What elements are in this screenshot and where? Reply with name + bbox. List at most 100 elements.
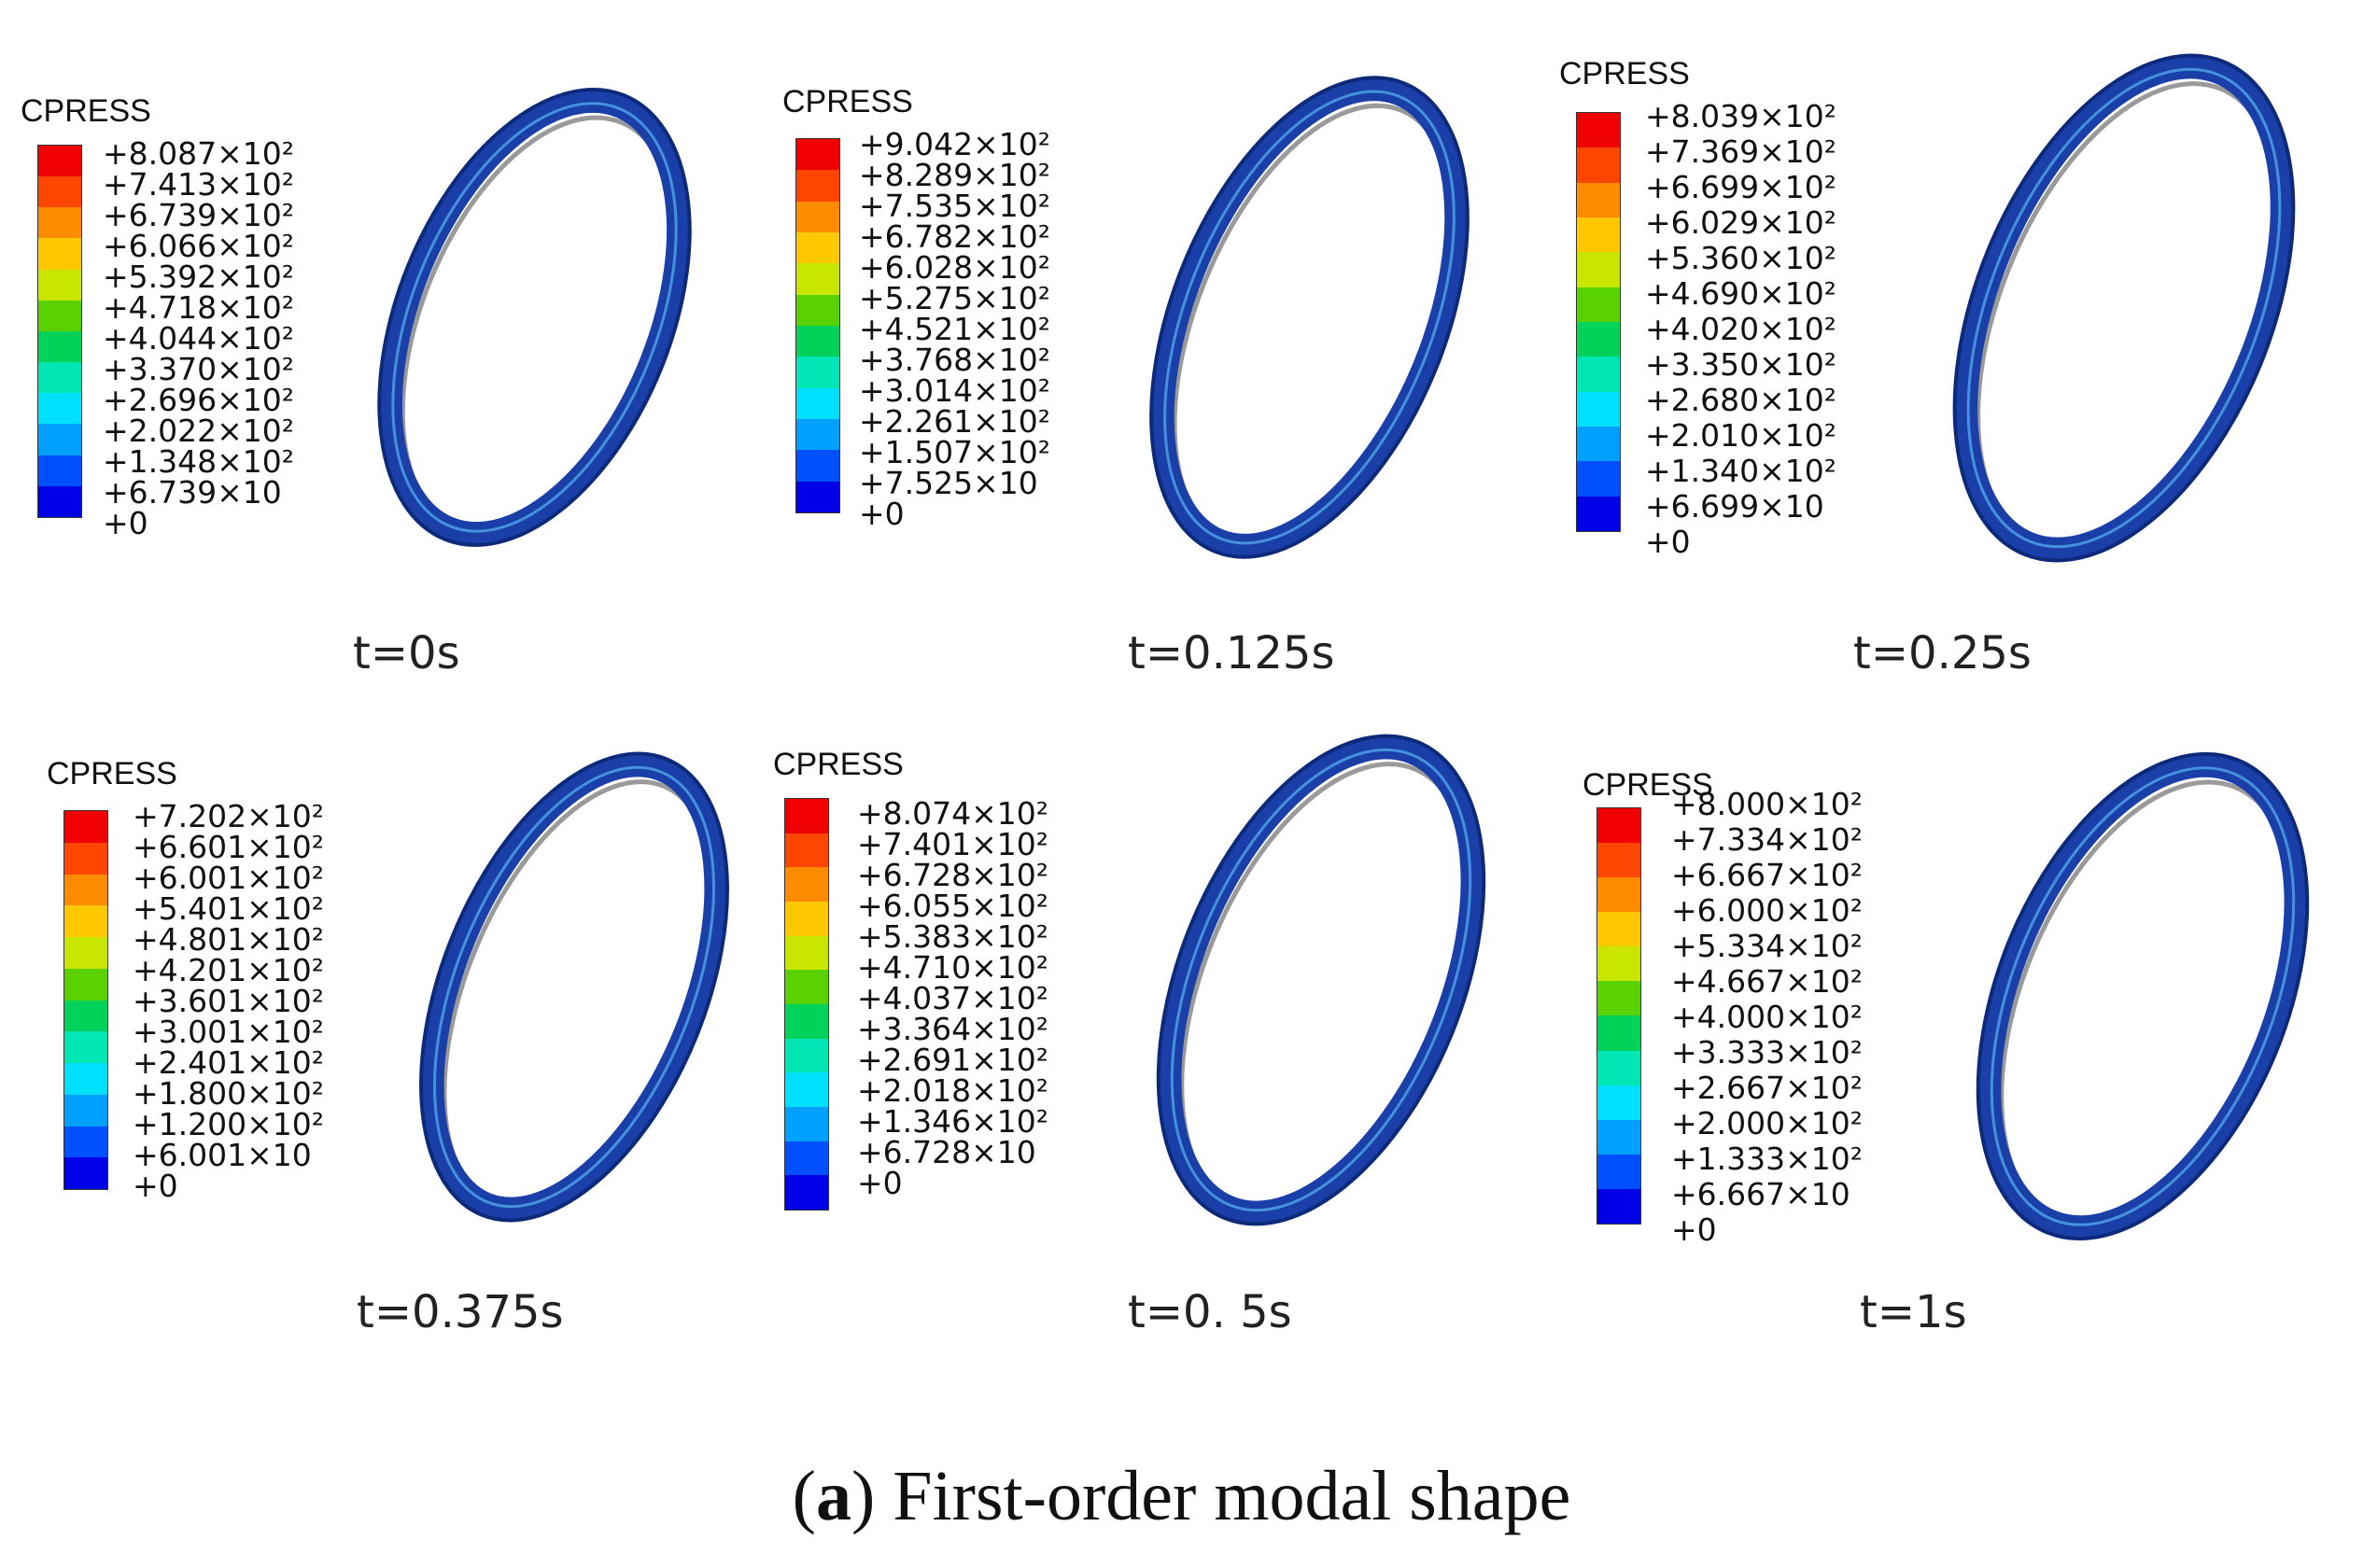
legend-value-label: +3.350×10² bbox=[1645, 346, 1836, 383]
legend-value-label: +9.042×10² bbox=[859, 126, 1050, 162]
color-scale-bar bbox=[1576, 112, 1621, 532]
color-swatch bbox=[38, 424, 81, 455]
legend-value-label: +4.718×10² bbox=[103, 289, 294, 326]
color-swatch bbox=[64, 1157, 107, 1189]
ring-outer-band bbox=[419, 752, 729, 1222]
color-swatch bbox=[785, 867, 828, 902]
legend-title: CPRESS bbox=[47, 756, 177, 791]
seal-ring-model bbox=[1952, 53, 2296, 563]
legend-value-label: +4.037×10² bbox=[857, 980, 1048, 1016]
legend-value-label: +5.360×10² bbox=[1645, 240, 1836, 276]
legend-value-label: +7.369×10² bbox=[1645, 133, 1836, 170]
legend-value-label: +6.699×10 bbox=[1645, 488, 1824, 525]
legend-value-label: +0 bbox=[1645, 524, 1691, 560]
legend-value-label: +1.507×10² bbox=[859, 434, 1050, 470]
color-swatch bbox=[38, 485, 81, 517]
legend-value-label: +7.413×10² bbox=[103, 166, 294, 203]
legend-title: CPRESS bbox=[1582, 767, 1713, 803]
legend-value-label: +0 bbox=[1671, 1211, 1717, 1248]
color-scale-bar bbox=[63, 810, 108, 1190]
legend-value-label: +7.525×10 bbox=[859, 465, 1038, 501]
ring-outer-edge bbox=[1976, 751, 2310, 1241]
color-swatch bbox=[38, 146, 81, 177]
color-swatch bbox=[1597, 877, 1640, 913]
legend-value-label: +5.275×10² bbox=[859, 280, 1050, 316]
color-swatch bbox=[796, 387, 839, 419]
color-swatch bbox=[1597, 1119, 1640, 1155]
legend-value-label: +4.201×10² bbox=[133, 952, 324, 988]
seal-ring-model bbox=[377, 88, 692, 547]
legend-value-label: +4.000×10² bbox=[1671, 999, 1863, 1035]
color-swatch bbox=[796, 418, 839, 451]
color-swatch bbox=[1597, 1085, 1640, 1120]
color-swatch bbox=[1597, 1154, 1640, 1189]
legend-value-label: +8.074×10² bbox=[857, 795, 1048, 832]
time-label: t=0.125s bbox=[1128, 627, 1335, 679]
color-swatch bbox=[38, 330, 81, 363]
color-swatch bbox=[1597, 981, 1640, 1016]
color-scale-bar bbox=[1596, 807, 1641, 1225]
legend-value-label: +7.535×10² bbox=[859, 188, 1050, 224]
legend-value-label: +0 bbox=[133, 1168, 178, 1204]
color-swatch bbox=[1597, 1050, 1640, 1085]
color-swatch bbox=[796, 481, 839, 512]
legend-value-label: +6.782×10² bbox=[859, 218, 1050, 255]
ring-outer-edge bbox=[1149, 76, 1470, 559]
legend-value-label: +2.018×10² bbox=[857, 1072, 1048, 1109]
legend-value-label: +4.710×10² bbox=[857, 949, 1048, 986]
color-swatch bbox=[1577, 321, 1620, 357]
legend-value-label: +3.364×10² bbox=[857, 1011, 1048, 1047]
ring-outer-band bbox=[377, 88, 692, 547]
legend-value-label: +6.055×10² bbox=[857, 888, 1048, 924]
color-swatch bbox=[1577, 217, 1620, 253]
time-label: t=0s bbox=[353, 627, 460, 679]
legend-value-label: +4.690×10² bbox=[1645, 275, 1836, 312]
legend-value-label: +8.039×10² bbox=[1645, 98, 1836, 134]
ring-outer-edge bbox=[377, 88, 692, 547]
color-scale-bar bbox=[784, 798, 829, 1211]
color-swatch bbox=[64, 1000, 107, 1032]
color-swatch bbox=[785, 799, 828, 833]
caption-text: First-order modal shape bbox=[893, 1457, 1571, 1535]
legend-value-label: +3.768×10² bbox=[859, 342, 1050, 378]
color-swatch bbox=[1597, 912, 1640, 947]
legend-value-label: +6.601×10² bbox=[133, 829, 324, 865]
caption-letter: a bbox=[815, 1457, 851, 1535]
legend-value-label: +6.000×10² bbox=[1671, 892, 1863, 929]
color-swatch bbox=[64, 874, 107, 906]
ring-highlight bbox=[1163, 90, 1456, 545]
legend-value-label: +5.401×10² bbox=[133, 890, 324, 927]
ring-outer-band bbox=[1149, 77, 1470, 558]
legend-value-label: +6.001×10² bbox=[133, 860, 324, 896]
legend-value-label: +8.087×10² bbox=[103, 135, 294, 172]
ring-outer-band bbox=[1157, 735, 1485, 1225]
color-swatch bbox=[1577, 287, 1620, 322]
color-swatch bbox=[64, 1031, 107, 1063]
time-label: t=0.25s bbox=[1853, 627, 2032, 679]
color-swatch bbox=[1597, 1188, 1640, 1224]
color-swatch bbox=[1577, 496, 1620, 531]
ring-highlight bbox=[432, 765, 716, 1209]
color-swatch bbox=[796, 325, 839, 357]
color-swatch bbox=[64, 842, 107, 875]
color-swatch bbox=[38, 176, 81, 208]
legend-value-label: +8.289×10² bbox=[859, 157, 1050, 193]
legend-title: CPRESS bbox=[773, 747, 904, 782]
ring-outer-edge bbox=[1156, 734, 1486, 1226]
color-swatch bbox=[796, 294, 839, 326]
seal-ring-model bbox=[419, 751, 729, 1223]
color-swatch bbox=[38, 393, 81, 425]
time-label: t=1s bbox=[1860, 1286, 1967, 1338]
legend-value-label: +2.261×10² bbox=[859, 403, 1050, 440]
ring-outer-edge bbox=[419, 751, 729, 1223]
color-swatch bbox=[785, 901, 828, 936]
color-swatch bbox=[1577, 147, 1620, 183]
legend-value-label: +0 bbox=[859, 496, 905, 532]
legend-value-label: +0 bbox=[857, 1165, 903, 1201]
color-swatch bbox=[785, 1106, 828, 1141]
color-swatch bbox=[1577, 461, 1620, 497]
legend-value-label: +8.000×10² bbox=[1671, 786, 1863, 822]
color-swatch bbox=[796, 357, 839, 388]
color-swatch bbox=[64, 905, 107, 937]
color-swatch bbox=[38, 269, 81, 301]
